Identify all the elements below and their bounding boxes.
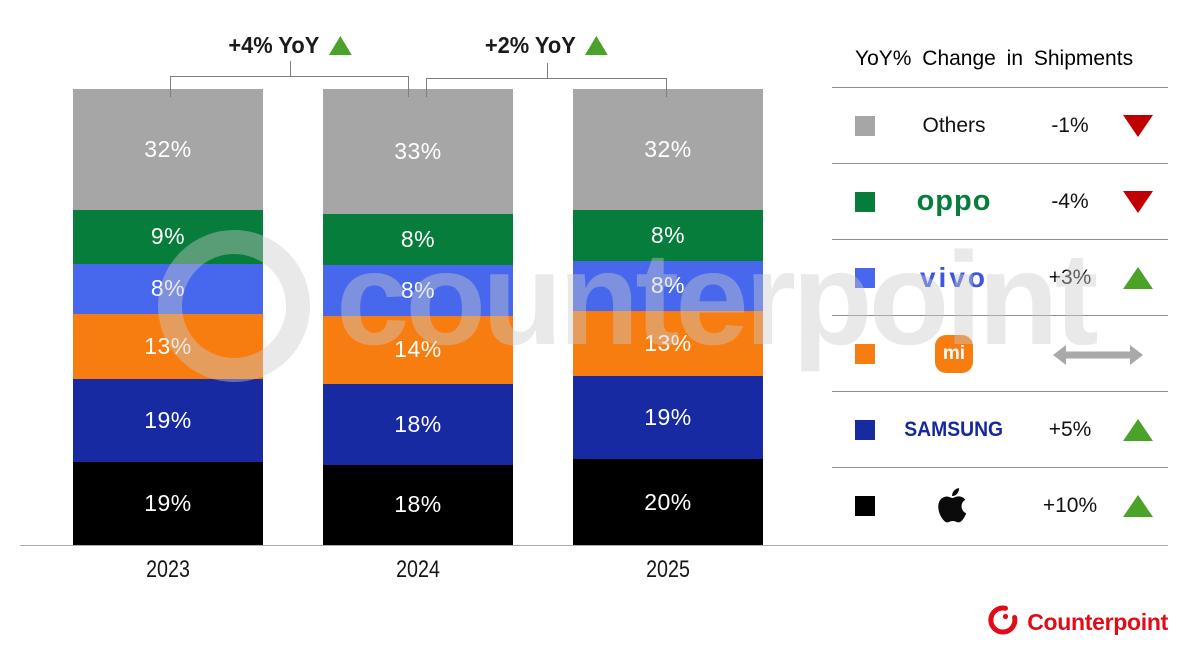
segment-value-label: 8% (400, 225, 436, 252)
segment-value-label: 33% (394, 138, 442, 164)
up-triangle-icon (1122, 495, 1153, 517)
segment-apple: 18% (323, 464, 513, 545)
down-triangle-icon (1122, 114, 1153, 137)
x-tick-2023: 2023 (146, 556, 190, 583)
segment-value-label: 9% (150, 223, 186, 250)
counterpoint-mark-icon (988, 605, 1018, 640)
vivo-swatch (855, 267, 875, 288)
up-triangle-icon (1122, 266, 1153, 289)
segment-xiaomi: 13% (573, 311, 763, 377)
segment-value-label: 18% (394, 491, 442, 518)
oppo-logo: oppo (916, 185, 992, 217)
counterpoint-logo: Counterpoint (988, 605, 1168, 640)
others-swatch (855, 115, 875, 136)
segment-others: 32% (573, 89, 763, 211)
x-tick-2024: 2024 (396, 556, 440, 583)
bar-2024: 33% 8% 8% 14% 18% 18% (323, 89, 513, 545)
segment-others: 32% (73, 89, 263, 211)
segment-samsung: 19% (73, 379, 263, 463)
legend-panel: YoY% Change in Shipments Others -1% oppo… (832, 40, 1168, 544)
bar-2025: 32% 8% 8% 13% 19% 20% (573, 89, 763, 545)
up-triangle-icon (328, 36, 352, 55)
legend-row-apple: +10% (832, 468, 1168, 544)
xiaomi-swatch (855, 343, 875, 364)
x-tick-2025: 2025 (646, 556, 690, 583)
segment-value-label: 19% (144, 490, 192, 517)
segment-oppo: 9% (73, 210, 263, 264)
yoy-annotation-2023-2024: +4% YoY (176, 32, 404, 59)
segment-samsung: 18% (323, 384, 513, 465)
segment-others: 33% (323, 89, 513, 214)
segment-value-label: 18% (394, 410, 442, 437)
segment-value-label: 8% (650, 272, 686, 299)
segment-apple: 19% (73, 462, 263, 545)
segment-vivo: 8% (323, 264, 513, 316)
segment-value-label: 13% (644, 330, 692, 357)
up-triangle-icon (1122, 418, 1153, 441)
segment-value-label: 8% (400, 276, 436, 303)
legend-row-samsung: SAMSUNG +5% (832, 392, 1168, 468)
oppo-change: -4% (1051, 189, 1089, 213)
legend-row-xiaomi: mi (832, 316, 1168, 392)
segment-apple: 20% (573, 459, 763, 545)
segment-value-label: 14% (394, 336, 442, 363)
down-triangle-icon (1122, 190, 1153, 213)
others-change: -1% (1051, 113, 1089, 137)
oppo-swatch (855, 191, 875, 212)
segment-vivo: 8% (573, 260, 763, 312)
samsung-logo: SAMSUNG (904, 418, 1004, 441)
segment-xiaomi: 13% (73, 314, 263, 380)
apple-swatch (855, 496, 875, 516)
segment-oppo: 8% (323, 214, 513, 265)
mi-logo: mi (935, 334, 973, 373)
segment-xiaomi: 14% (323, 315, 513, 385)
segment-value-label: 32% (644, 136, 692, 163)
vivo-change: +3% (1048, 265, 1092, 289)
legend-row-vivo: vivo +3% (832, 240, 1168, 316)
segment-value-label: 19% (644, 404, 692, 431)
others-label: Others (922, 114, 986, 137)
legend-row-others: Others -1% (832, 88, 1168, 164)
segment-vivo: 8% (73, 263, 263, 315)
vivo-logo: vivo (919, 261, 989, 293)
x-axis-baseline (20, 545, 1168, 546)
bar-2023: 32% 9% 8% 13% 19% 19% (73, 89, 263, 545)
segment-value-label: 13% (144, 333, 192, 360)
apple-logo-icon (936, 484, 972, 528)
yoy-annotation-label: +4% YoY (228, 32, 320, 58)
segment-value-label: 32% (144, 136, 192, 163)
flat-trend-arrow-icon (1052, 344, 1144, 371)
legend-title: YoY% Change in Shipments (832, 40, 1168, 88)
yoy-annotation-2024-2025: +2% YoY (432, 32, 661, 59)
counterpoint-logo-text: Counterpoint (1027, 609, 1168, 635)
segment-value-label: 19% (144, 407, 192, 434)
samsung-change: +5% (1048, 417, 1092, 441)
bracket-2024-2025 (426, 63, 667, 97)
segment-samsung: 19% (573, 376, 763, 460)
apple-change: +10% (1042, 494, 1098, 517)
samsung-swatch (855, 419, 875, 440)
segment-value-label: 8% (150, 275, 186, 302)
bracket-2023-2024 (170, 61, 409, 97)
up-triangle-icon (585, 36, 609, 55)
yoy-annotation-label: +2% YoY (484, 32, 576, 58)
legend-row-oppo: oppo -4% (832, 164, 1168, 240)
segment-value-label: 20% (644, 488, 692, 515)
segment-oppo: 8% (573, 210, 763, 261)
segment-value-label: 8% (650, 221, 686, 248)
